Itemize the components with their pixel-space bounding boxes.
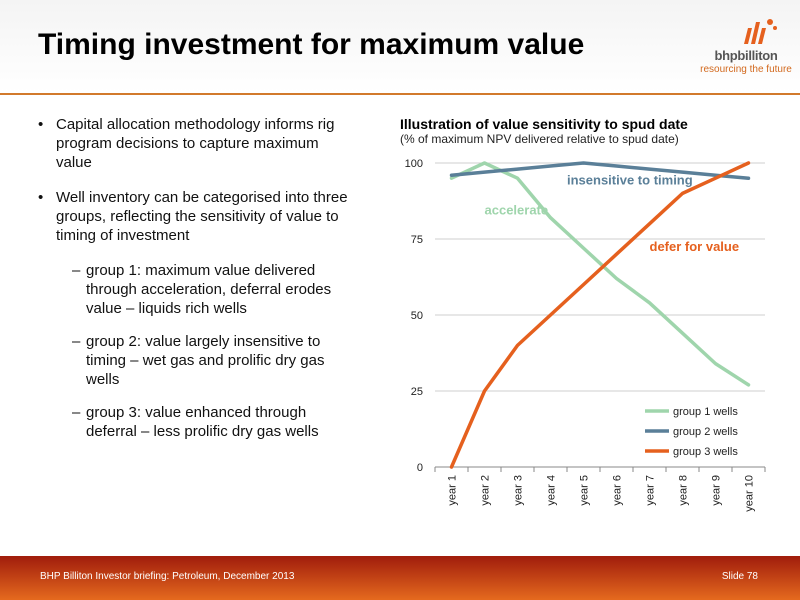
slide-header: Timing investment for maximum value bhpb…: [0, 0, 800, 93]
bullet-list: Capital allocation methodology informs r…: [34, 115, 354, 455]
legend-label: group 2 wells: [673, 426, 738, 438]
sub-bullet-item: group 1: maximum value delivered through…: [34, 261, 354, 318]
x-tick-label: year 7: [645, 475, 657, 506]
x-tick-label: year 1: [447, 475, 459, 506]
value-sensitivity-chart: 0 25 50 75 100 year 1 year 2 year 3 year 4 year 5…: [405, 158, 766, 512]
logo-name: bhpbilliton: [714, 48, 778, 63]
logo-tagline: resourcing the future: [700, 64, 792, 75]
y-tick-label: 75: [411, 234, 423, 246]
logo-mark-icon: [744, 19, 777, 44]
slide-title: Timing investment for maximum value: [38, 28, 585, 61]
header-divider: [0, 93, 800, 95]
legend-label: group 3 wells: [673, 446, 738, 458]
legend-label: group 1 wells: [673, 406, 738, 418]
chart-subtitle: (% of maximum NPV delivered relative to …: [400, 132, 679, 146]
bullet-item: Well inventory can be categorised into t…: [34, 188, 354, 245]
x-tick-label: year 6: [612, 475, 624, 506]
series-line: [449, 161, 751, 469]
chart-annotation: accelerate: [485, 203, 549, 218]
company-logo: bhpbilliton resourcing the future: [700, 14, 792, 75]
sub-bullet-item: group 3: value enhanced through deferral…: [34, 403, 354, 441]
x-tick-label: year 9: [711, 475, 723, 506]
y-tick-label: 25: [411, 386, 423, 398]
slide-footer: BHP Billiton Investor briefing: Petroleu…: [0, 556, 800, 600]
y-tick-label: 100: [405, 158, 423, 170]
chart-annotation: defer for value: [650, 239, 740, 254]
x-tick-label: year 2: [480, 475, 492, 506]
chart-title: Illustration of value sensitivity to spu…: [400, 116, 688, 132]
sub-bullet-item: group 2: value largely insensitive to ti…: [34, 332, 354, 389]
y-tick-label: 0: [417, 462, 423, 474]
footer-source: BHP Billiton Investor briefing: Petroleu…: [40, 571, 295, 582]
series-line: [449, 161, 751, 180]
x-tick-label: year 10: [744, 475, 756, 512]
x-tick-label: year 3: [513, 475, 525, 506]
bullet-item: Capital allocation methodology informs r…: [34, 115, 354, 172]
y-tick-label: 50: [411, 310, 423, 322]
chart-annotation: insensitive to timing: [567, 172, 693, 187]
x-tick-label: year 4: [546, 475, 558, 506]
x-tick-label: year 8: [678, 475, 690, 506]
series-line: [449, 161, 751, 387]
slide-number: Slide 78: [721, 571, 758, 582]
x-tick-label: year 5: [579, 475, 591, 506]
